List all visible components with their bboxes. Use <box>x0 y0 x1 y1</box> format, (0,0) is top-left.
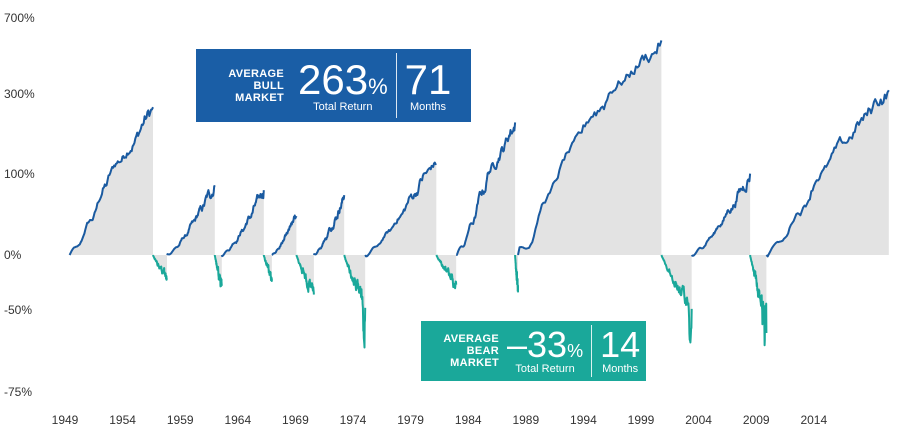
bear-heading-line-3: MARKET <box>450 357 499 369</box>
x-tick-label: 2014 <box>800 413 827 427</box>
bear-callout-divider <box>591 325 593 377</box>
x-tick-label: 1999 <box>628 413 655 427</box>
bull-return-value: 263 <box>298 55 369 103</box>
y-tick-label: 0% <box>4 248 22 262</box>
y-tick-label: 300% <box>4 87 35 101</box>
bull-return-stat: 263% Total Return <box>298 55 388 113</box>
x-tick-label: 2004 <box>685 413 712 427</box>
x-tick-label: 2009 <box>743 413 770 427</box>
bear-heading-line-1: AVERAGE <box>443 333 499 345</box>
x-tick-label: 1969 <box>282 413 309 427</box>
x-tick-label: 1984 <box>455 413 482 427</box>
y-tick-label: 700% <box>4 11 35 25</box>
x-tick-label: 1994 <box>570 413 597 427</box>
bull-heading-line-1: AVERAGE <box>228 67 284 80</box>
bear-heading-line-2: BEAR <box>466 345 499 357</box>
bull-market-area-16 <box>691 173 751 256</box>
x-tick-label: 1959 <box>167 413 194 427</box>
bull-market-area-0 <box>69 107 153 255</box>
bear-return-value: –33 <box>507 324 568 365</box>
bear-market-line-3 <box>213 254 223 288</box>
bull-months-label: Months <box>409 100 447 113</box>
bull-market-line-8 <box>312 195 346 256</box>
bull-market-line-4 <box>220 190 265 258</box>
bear-return-label: Total Return <box>515 363 575 375</box>
bull-market-line-10 <box>364 161 437 258</box>
bear-return-stat: –33% Total Return <box>507 324 584 376</box>
y-tick-label: -50% <box>4 303 32 317</box>
x-tick-label: 1964 <box>224 413 251 427</box>
bear-market-line-17 <box>749 254 768 347</box>
x-axis: 1949 1954 1959 1964 1969 1974 1979 1984 1989 1994… <box>52 413 828 427</box>
bull-market-line-2 <box>166 184 216 256</box>
bull-market-area-8 <box>313 195 345 255</box>
bear-market-area-9 <box>344 255 366 348</box>
bull-months-value: 71 <box>404 55 452 103</box>
bear-callout-heading: AVERAGE BEAR MARKET <box>427 333 499 369</box>
bull-callout-heading: AVERAGE BULL MARKET <box>204 68 284 104</box>
x-tick-label: 1949 <box>52 413 79 427</box>
bull-market-line-18 <box>765 89 890 258</box>
bear-market-line-13 <box>514 254 519 293</box>
bear-market-line-5 <box>262 254 273 282</box>
bear-months-label: Months <box>602 363 639 375</box>
x-tick-label: 1974 <box>340 413 367 427</box>
bear-market-callout: AVERAGE BEAR MARKET –33% Total Return 14… <box>421 321 646 381</box>
bear-market-area-17 <box>750 255 767 346</box>
x-tick-label: 1954 <box>109 413 136 427</box>
bull-heading-line-3: MARKET <box>235 91 284 104</box>
y-axis: 700% 300% 100% 0% -50% -75% <box>4 11 35 399</box>
bull-market-line-0 <box>68 106 154 256</box>
bear-market-line-15 <box>660 254 693 344</box>
bear-market-line-1 <box>152 254 168 281</box>
bull-market-area-2 <box>167 185 215 255</box>
y-tick-label: -75% <box>4 385 32 399</box>
bull-market-area-10 <box>365 162 437 257</box>
bull-callout-divider <box>395 53 397 118</box>
x-tick-label: 1979 <box>397 413 424 427</box>
bull-months-stat: 71 Months <box>404 55 452 113</box>
bull-market-line-14 <box>517 40 663 256</box>
line-layer <box>68 40 890 349</box>
bear-return-unit: % <box>567 341 584 361</box>
bear-market-area-11 <box>436 255 457 289</box>
bull-market-area-18 <box>766 90 889 257</box>
bull-heading-line-2: BULL <box>253 79 284 92</box>
bull-market-callout: AVERAGE BULL MARKET 263% Total Return 71… <box>196 49 471 122</box>
bear-market-line-11 <box>435 254 458 290</box>
bull-return-label: Total Return <box>313 100 373 113</box>
bear-market-area-15 <box>661 255 692 343</box>
bull-market-area-4 <box>221 190 264 257</box>
bull-market-line-6 <box>271 214 298 256</box>
y-tick-label: 100% <box>4 167 35 181</box>
bull-market-line-12 <box>455 122 517 256</box>
bull-return-unit: % <box>368 73 388 99</box>
bear-market-line-9 <box>343 254 367 349</box>
bull-market-line-16 <box>690 173 752 257</box>
bear-market-line-7 <box>295 254 315 295</box>
bull-market-area-6 <box>271 215 297 255</box>
bear-months-value: 14 <box>600 324 641 365</box>
bull-market-area-14 <box>518 40 662 256</box>
x-tick-label: 1989 <box>512 413 539 427</box>
bear-months-stat: 14 Months <box>600 324 641 376</box>
